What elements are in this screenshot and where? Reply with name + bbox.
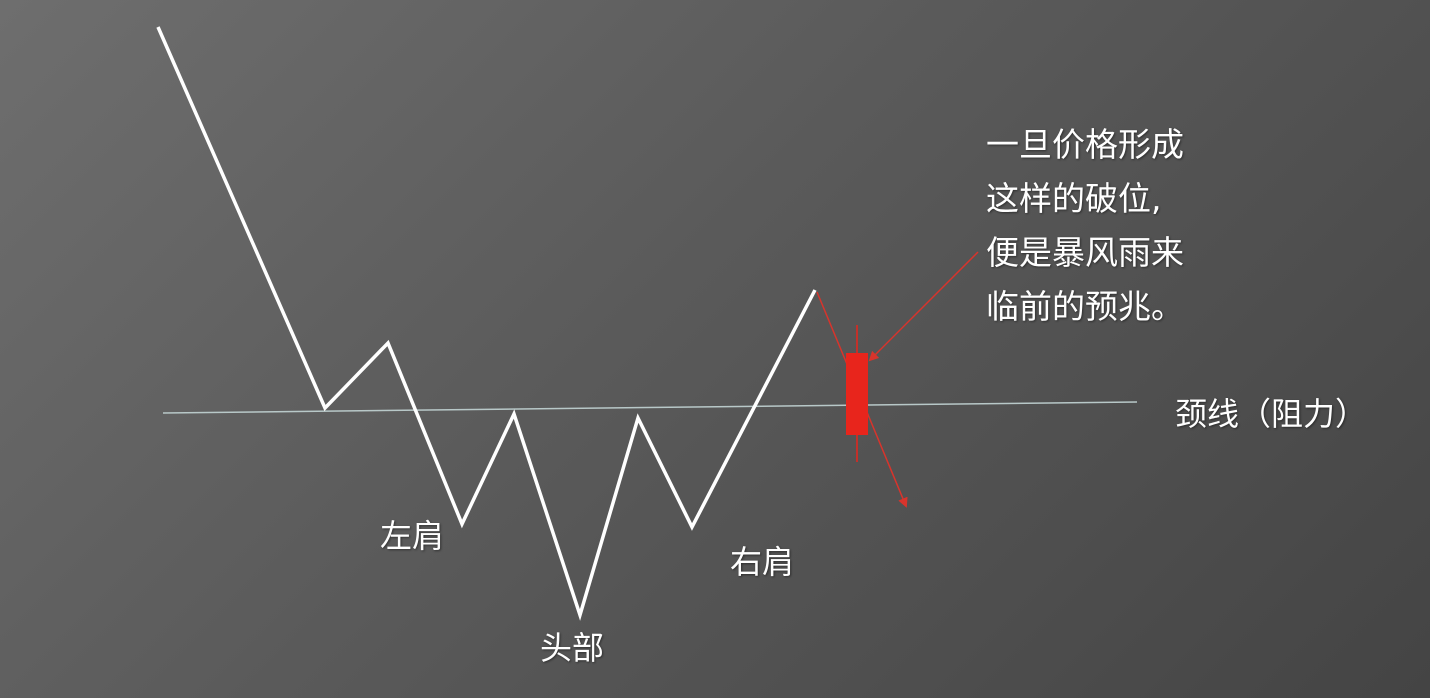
pointer-arrow-icon xyxy=(868,251,979,362)
breakout-candle xyxy=(846,353,868,435)
annotation-line: 临前的预兆。 xyxy=(986,287,1184,326)
annotation-line: 这样的破位, xyxy=(986,179,1162,218)
neckline xyxy=(162,401,1138,414)
right-shoulder-label: 右肩 xyxy=(730,543,795,581)
left-shoulder-label: 左肩 xyxy=(380,517,445,555)
annotation-line: 一旦价格形成 xyxy=(986,125,1184,164)
annotation-text: 一旦价格形成 这样的破位, 便是暴风雨来 临前的预兆。 xyxy=(986,118,1184,334)
annotation-line: 便是暴风雨来 xyxy=(986,233,1184,272)
neckline-label: 颈线（阻力） xyxy=(1175,395,1368,433)
price-line xyxy=(156,26,817,621)
head-label: 头部 xyxy=(540,629,605,667)
